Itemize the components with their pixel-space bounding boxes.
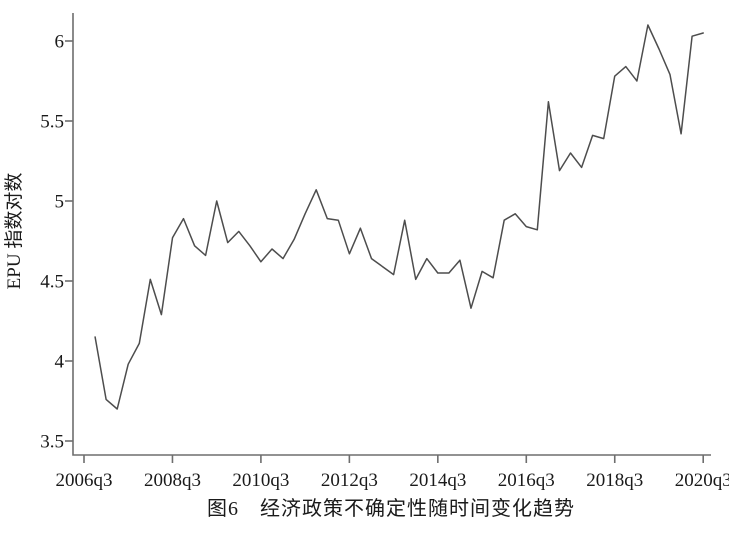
x-tick-label: 2006q3 xyxy=(56,470,113,491)
x-tick-label: 2014q3 xyxy=(409,470,466,491)
x-tick-label: 2018q3 xyxy=(586,470,643,491)
line-series xyxy=(94,24,704,410)
y-tick-label: 5.5 xyxy=(40,112,64,133)
axes: 3.5 4 4.5 5 5.5 6 2006q3 2008q3 2010q3 2012q3 2014… xyxy=(40,13,729,491)
x-tick-label: 2010q3 xyxy=(232,470,289,491)
epu-series-line xyxy=(94,24,704,410)
y-axis-title: EPU 指数对数 xyxy=(3,173,25,290)
figure-caption: 图6 经济政策不确定性随时间变化趋势 xyxy=(207,497,575,520)
x-tick-label: 2016q3 xyxy=(498,470,555,491)
x-tick-label: 2008q3 xyxy=(144,470,201,491)
x-tick-label: 2012q3 xyxy=(321,470,378,491)
y-tick-label: 4.5 xyxy=(40,272,64,293)
y-tick-label: 4 xyxy=(55,352,65,373)
y-tick-label: 5 xyxy=(55,192,65,213)
y-tick-label: 6 xyxy=(55,32,65,53)
y-tick-label: 3.5 xyxy=(40,432,64,453)
x-tick-label: 2020q3 xyxy=(675,470,729,491)
